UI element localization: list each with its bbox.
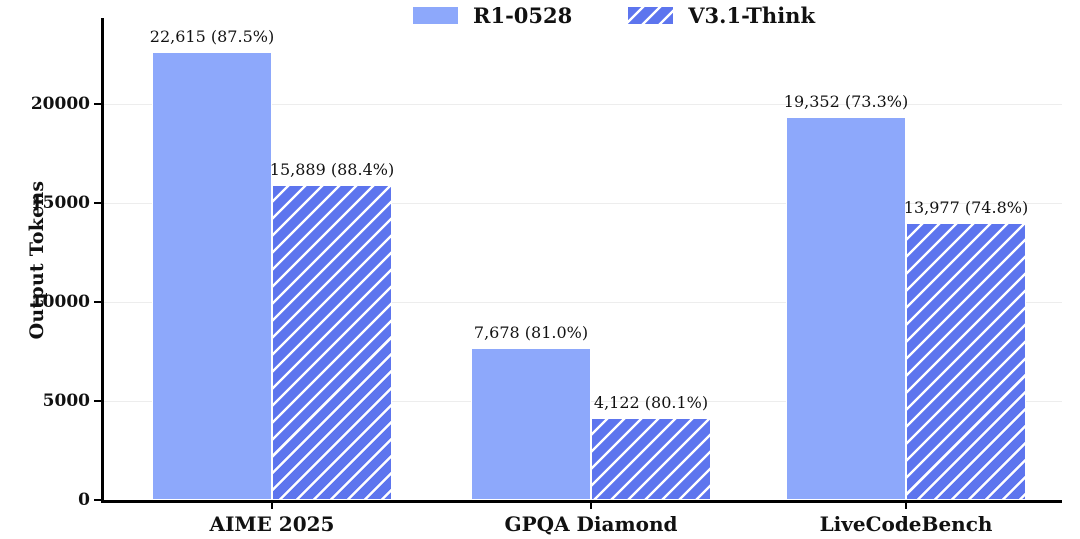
y-tick-label-20000: 20000 [30, 94, 90, 114]
x-tick-label-aime-2025: AIME 2025 [209, 512, 335, 536]
bar-value-label-r1-0528-gpqa-diamond: 7,678 (81.0%) [473, 322, 589, 342]
legend-label-r1-0528: R1-0528 [473, 3, 573, 28]
bar-value-label-v3-1-think-aime-2025: 15,889 (88.4%) [269, 160, 395, 180]
legend-label-v3-1-think: V3.1-Think [688, 3, 815, 28]
bar-v3-1-think-gpqa-diamond [591, 418, 711, 500]
x-tick-mark-aime-2025 [271, 502, 273, 509]
bar-value-label-r1-0528-livecodebench: 19,352 (73.3%) [783, 91, 909, 111]
gridline-15000 [103, 202, 1062, 204]
y-tick-mark-0 [94, 499, 102, 501]
bar-r1-0528-livecodebench [786, 116, 906, 500]
gridline-10000 [103, 301, 1062, 303]
bar-r1-0528-aime-2025 [152, 52, 272, 500]
bar-value-label-v3-1-think-gpqa-diamond: 4,122 (80.1%) [593, 393, 709, 413]
y-axis-spine [101, 18, 104, 502]
bar-r1-0528-gpqa-diamond [471, 347, 591, 500]
gridline-20000 [103, 103, 1062, 105]
x-tick-label-gpqa-diamond: GPQA Diamond [504, 512, 678, 536]
x-tick-mark-gpqa-diamond [590, 502, 592, 509]
y-tick-mark-10000 [94, 301, 102, 303]
x-axis-spine [101, 500, 1062, 503]
legend-swatch-hatched-icon [628, 7, 674, 24]
bar-v3-1-think-aime-2025 [272, 185, 392, 500]
y-tick-label-10000: 10000 [30, 292, 90, 312]
y-tick-label-0: 0 [78, 490, 90, 510]
bar-value-label-v3-1-think-livecodebench: 13,977 (74.8%) [903, 198, 1029, 218]
legend-item-r1-0528: R1-0528 [413, 3, 572, 28]
y-tick-mark-15000 [94, 202, 102, 204]
bar-value-label-r1-0528-aime-2025: 22,615 (87.5%) [149, 27, 275, 47]
y-tick-label-15000: 15000 [30, 193, 90, 213]
legend-item-v3-1-think: V3.1-Think [628, 3, 815, 28]
x-tick-mark-livecodebench [905, 502, 907, 509]
bar-v3-1-think-livecodebench [906, 223, 1026, 500]
y-tick-mark-20000 [94, 103, 102, 105]
y-tick-mark-5000 [94, 400, 102, 402]
y-tick-label-5000: 5000 [42, 391, 90, 411]
legend-swatch-solid-icon [413, 7, 458, 24]
x-tick-label-livecodebench: LiveCodeBench [819, 512, 993, 536]
chart-legend: R1-0528 V3.1-Think [413, 3, 815, 28]
